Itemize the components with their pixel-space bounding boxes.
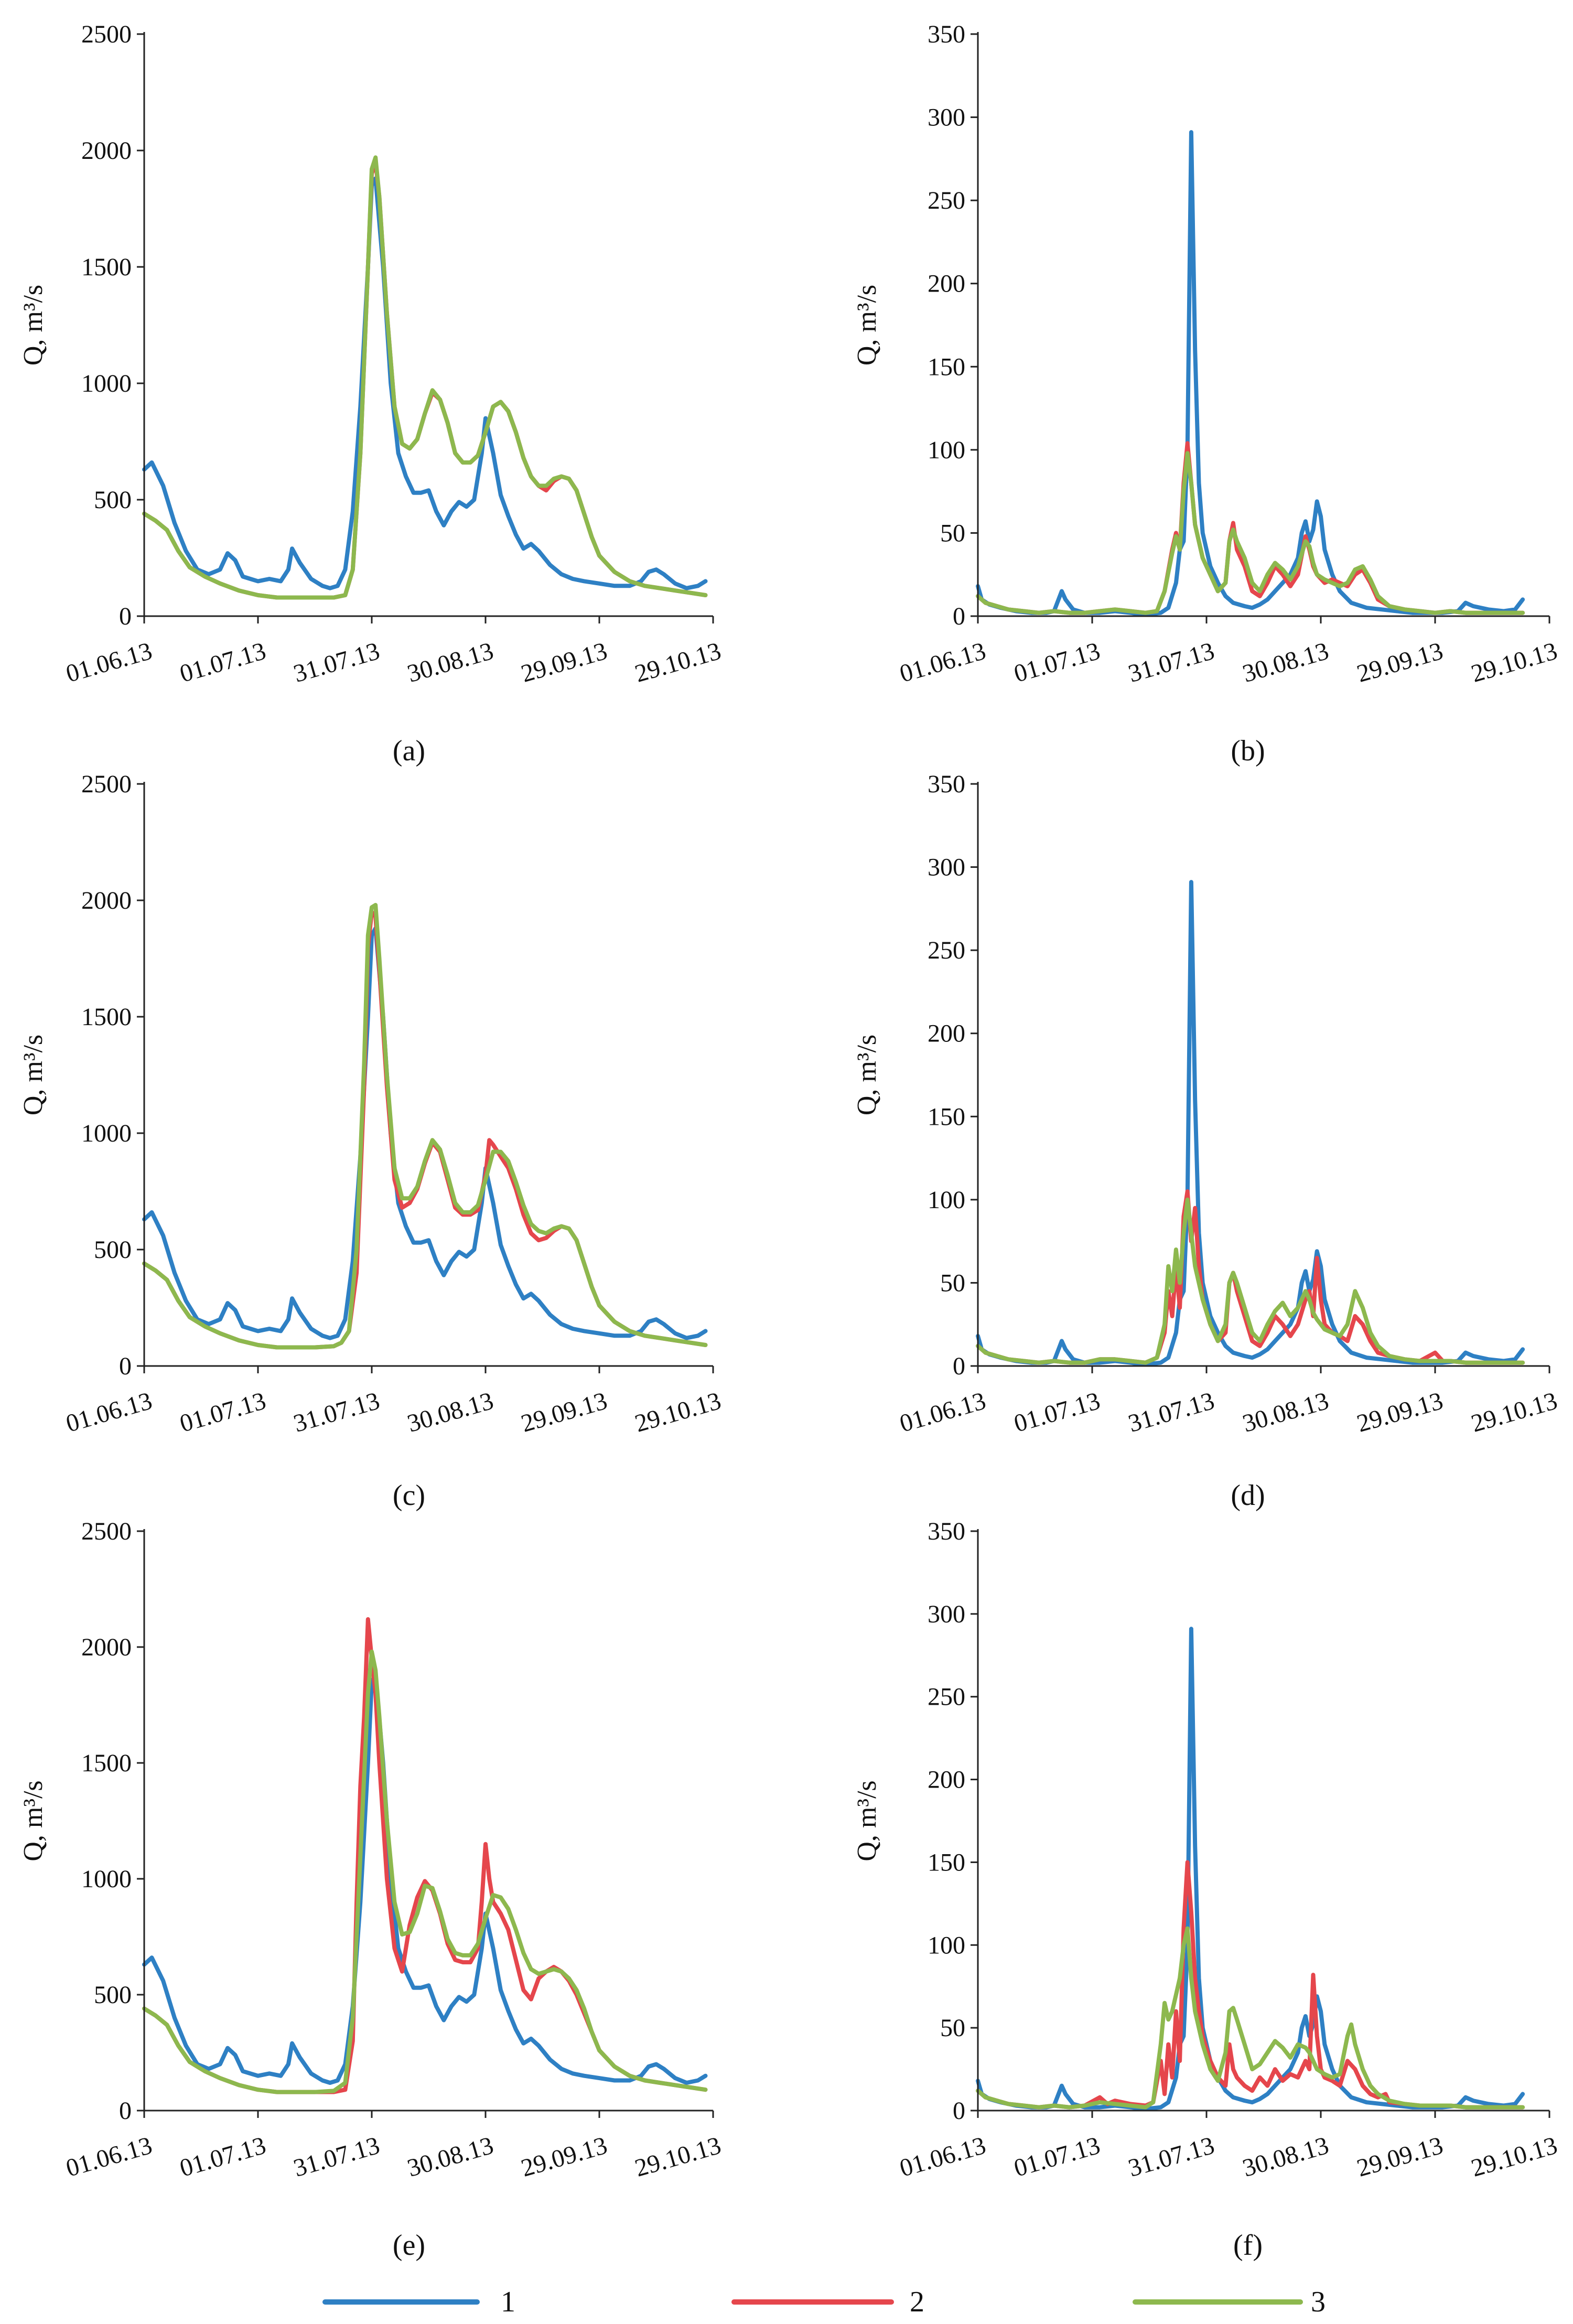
y-tick-label: 300	[928, 854, 965, 881]
y-axis-title: Q, m³/s	[18, 1035, 48, 1115]
panel-caption: (c)	[393, 1479, 425, 1512]
series-3-line	[976, 1197, 1525, 1365]
y-tick-label: 0	[119, 602, 132, 630]
y-tick-label: 1500	[81, 1003, 132, 1031]
y-tick-label: 500	[94, 1236, 132, 1264]
panel-caption: (a)	[393, 735, 425, 767]
series-1-line	[976, 1627, 1525, 2111]
y-tick-label: 500	[94, 486, 132, 514]
legend-label-2: 2	[910, 2286, 924, 2318]
series-3-line	[142, 902, 708, 1350]
y-tick-label: 500	[94, 1981, 132, 2009]
y-tick-label: 2500	[81, 770, 132, 798]
y-tick-label: 150	[928, 353, 965, 381]
series-1-line	[142, 926, 708, 1340]
y-tick-label: 150	[928, 1848, 965, 1876]
y-axis-title: Q, m³/s	[18, 285, 48, 365]
y-tick-label: 1500	[81, 253, 132, 281]
y-tick-label: 0	[953, 602, 965, 630]
y-tick-label: 1500	[81, 1749, 132, 1777]
series-1-line	[142, 176, 708, 590]
series-1-line	[976, 130, 1525, 617]
y-tick-label: 350	[928, 20, 965, 48]
y-tick-label: 0	[953, 1352, 965, 1380]
y-tick-label: 100	[928, 436, 965, 464]
series-1-line	[142, 1673, 708, 2085]
y-tick-label: 300	[928, 1600, 965, 1628]
y-tick-label: 1000	[81, 1865, 132, 1893]
legend-label-1: 1	[501, 2286, 515, 2318]
y-tick-label: 50	[940, 1269, 965, 1297]
y-tick-label: 2000	[81, 887, 132, 914]
y-tick-label: 0	[119, 2097, 132, 2125]
y-tick-label: 150	[928, 1103, 965, 1131]
y-tick-label: 200	[928, 1766, 965, 1794]
y-tick-label: 350	[928, 1518, 965, 1545]
y-tick-label: 2500	[81, 1518, 132, 1545]
y-tick-label: 100	[928, 1186, 965, 1214]
y-tick-label: 200	[928, 1020, 965, 1048]
y-tick-label: 0	[953, 2097, 965, 2125]
series-3-line	[142, 155, 708, 600]
y-tick-label: 350	[928, 770, 965, 798]
panel-caption: (b)	[1231, 735, 1265, 767]
y-tick-label: 0	[119, 1352, 132, 1380]
series-1-line	[976, 880, 1525, 1367]
panel-caption: (d)	[1231, 1479, 1265, 1512]
y-tick-label: 300	[928, 104, 965, 132]
y-axis-title: Q, m³/s	[852, 1035, 882, 1115]
y-tick-label: 250	[928, 187, 965, 214]
y-tick-label: 1000	[81, 1120, 132, 1147]
y-tick-label: 1000	[81, 370, 132, 397]
panel-caption: (f)	[1233, 2229, 1263, 2262]
series-3-line	[976, 451, 1525, 615]
legend: 1 2 3	[322, 2286, 1326, 2318]
y-tick-label: 200	[928, 270, 965, 298]
y-axis-title: Q, m³/s	[18, 1780, 48, 1861]
legend-label-3: 3	[1311, 2286, 1326, 2318]
series-3-line	[976, 1926, 1525, 2110]
y-tick-label: 100	[928, 1931, 965, 1959]
y-tick-label: 2000	[81, 137, 132, 165]
y-tick-label: 50	[940, 2014, 965, 2042]
y-axis-title: Q, m³/s	[852, 285, 882, 365]
y-tick-label: 50	[940, 519, 965, 547]
panel-caption: (e)	[393, 2229, 425, 2262]
y-tick-label: 250	[928, 1683, 965, 1711]
y-tick-label: 2500	[81, 20, 132, 48]
y-tick-label: 250	[928, 937, 965, 964]
y-axis-title: Q, m³/s	[852, 1780, 882, 1861]
y-tick-label: 2000	[81, 1633, 132, 1661]
series-3-line	[142, 1649, 708, 2094]
